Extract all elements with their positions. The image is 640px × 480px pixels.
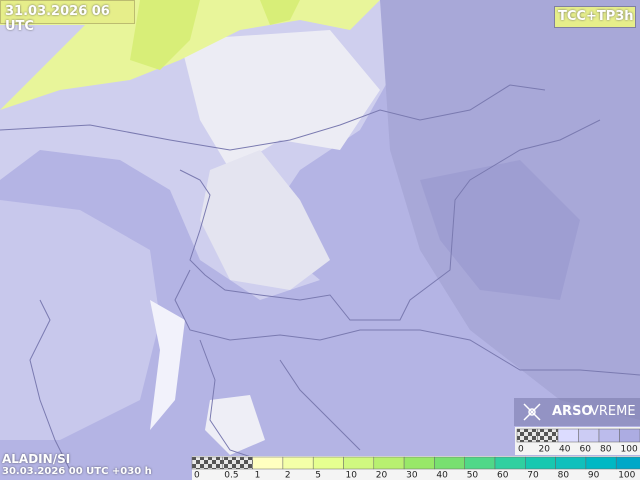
run-label: 30.03.2026 00 UTC +030 h xyxy=(2,466,152,477)
brand-box: ARSO VREME xyxy=(514,398,640,426)
model-label: ALADIN/SI xyxy=(2,452,71,466)
borders xyxy=(0,84,640,471)
valid-time: 31.03.2026 06 UTC xyxy=(5,4,110,34)
brand-light: VREME xyxy=(590,404,636,419)
brand-bold: ARSO xyxy=(552,404,593,419)
product-box: TCC+TP3h xyxy=(554,6,636,28)
valid-time-box: 31.03.2026 06 UTC xyxy=(0,0,135,34)
brand-icon xyxy=(523,403,541,421)
product: TCC+TP3h xyxy=(558,9,634,24)
